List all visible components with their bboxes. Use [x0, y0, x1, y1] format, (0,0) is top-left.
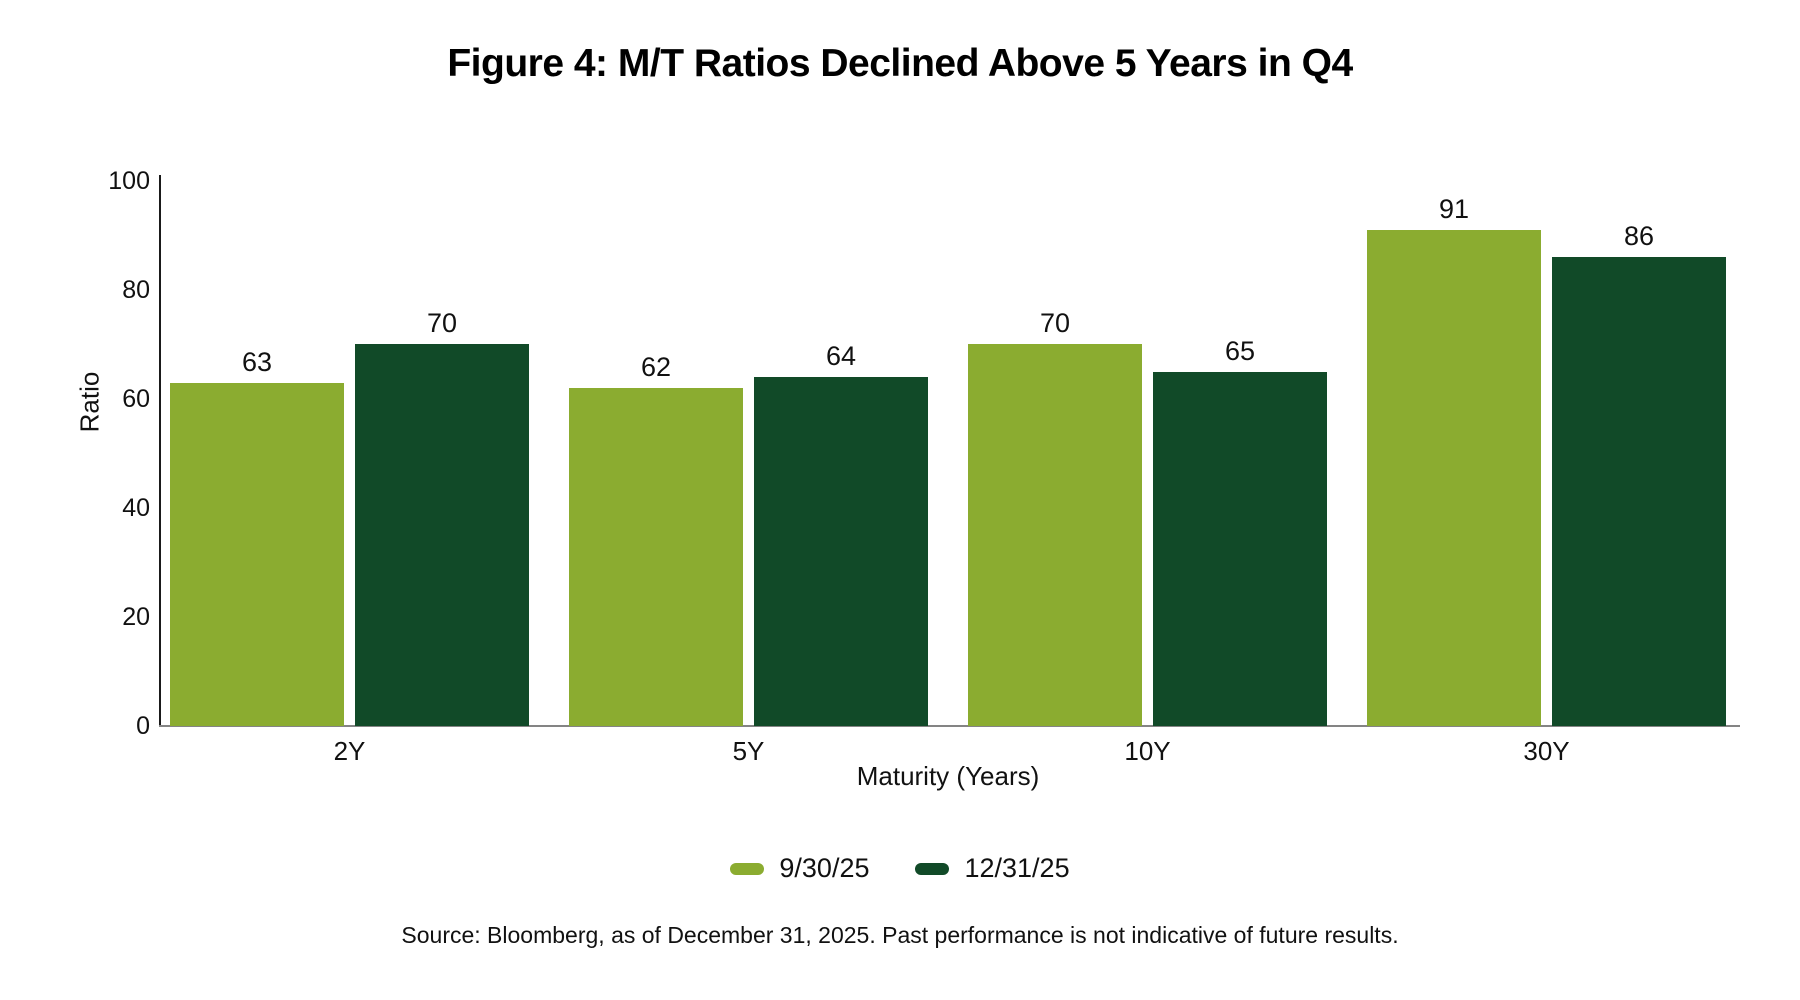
bar — [1552, 257, 1726, 726]
y-tick-label: 80 — [122, 276, 150, 304]
y-tick-label: 100 — [108, 167, 150, 195]
y-tick-label: 20 — [122, 603, 150, 631]
bar — [569, 388, 743, 726]
bar-value-label: 86 — [1623, 221, 1655, 251]
bar-value-label: 62 — [640, 352, 672, 382]
x-tick-label: 30Y — [1523, 736, 1570, 766]
x-axis-label: Maturity (Years) — [856, 761, 1040, 791]
source-note: Source: Bloomberg, as of December 31, 20… — [401, 922, 1399, 948]
bar — [170, 383, 344, 726]
bar — [1367, 230, 1541, 726]
x-tick-label: 5Y — [732, 736, 765, 766]
bar — [754, 377, 928, 726]
bar-value-label: 70 — [1039, 308, 1071, 338]
bar — [355, 344, 529, 726]
bar-value-label: 65 — [1224, 336, 1256, 366]
legend-swatch — [915, 862, 950, 875]
legend-label: 12/31/25 — [964, 853, 1070, 883]
x-tick-label: 2Y — [333, 736, 366, 766]
x-axis-line — [159, 725, 1740, 727]
legend-swatch — [730, 862, 765, 875]
chart-title: Figure 4: M/T Ratios Declined Above 5 Ye… — [447, 42, 1353, 85]
y-tick-label: 0 — [136, 712, 150, 740]
y-axis-line — [159, 175, 161, 727]
legend: 9/30/25 12/31/25 — [0, 853, 1800, 884]
y-axis-label: Ratio — [74, 371, 105, 433]
bar-value-label: 64 — [825, 341, 857, 371]
bar — [968, 344, 1142, 726]
bar-value-label: 91 — [1438, 194, 1470, 224]
legend-item: 12/31/25 — [915, 853, 1070, 884]
y-tick-label: 40 — [122, 494, 150, 522]
legend-label: 9/30/25 — [779, 853, 870, 883]
x-tick-label: 10Y — [1124, 736, 1171, 766]
bar-value-label: 63 — [241, 347, 273, 377]
bar — [1153, 372, 1327, 726]
legend-item: 9/30/25 — [730, 853, 869, 884]
y-tick-label: 60 — [122, 385, 150, 413]
bar-value-label: 70 — [426, 308, 458, 338]
